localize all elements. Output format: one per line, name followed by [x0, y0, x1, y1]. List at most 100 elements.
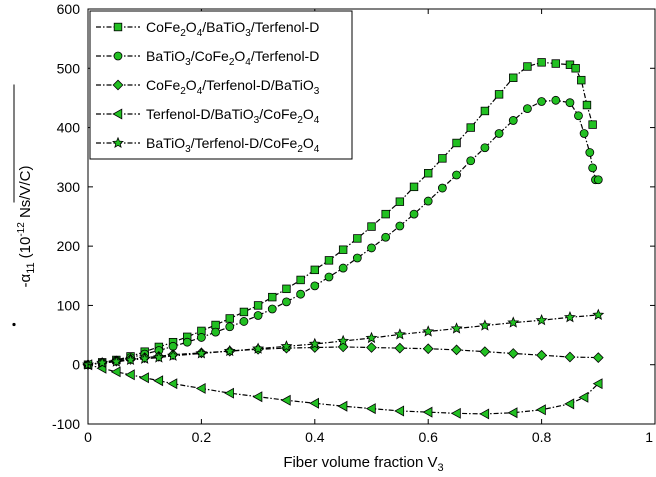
data-point [393, 328, 406, 340]
data-point [494, 129, 504, 138]
x-axis-label-text: Fiber volume fraction V [283, 454, 437, 471]
data-point [593, 175, 603, 185]
data-point [452, 170, 461, 180]
data-point [577, 75, 586, 85]
data-point [225, 322, 235, 332]
series-4 [82, 359, 603, 420]
data-point [124, 353, 137, 366]
data-point [535, 404, 546, 416]
y-tick-label: -100 [52, 416, 80, 432]
y-tick-label: 600 [57, 1, 81, 17]
data-point [395, 221, 405, 231]
legend-label-part: O [186, 19, 197, 35]
data-point [139, 372, 149, 384]
legend-label-part: 4 [314, 115, 320, 126]
data-point [592, 352, 604, 363]
data-point [296, 275, 305, 285]
data-point [452, 138, 461, 148]
data-point [564, 351, 576, 363]
y-tick-label: 300 [57, 179, 81, 195]
data-point [438, 154, 447, 163]
data-point [588, 163, 598, 173]
series-line [87, 99, 599, 366]
axes: 0 0.2 0.4 0.6 0.8 1-1000100200300400500600Fib… [12, 1, 656, 474]
data-point [338, 263, 348, 273]
data-point [450, 322, 463, 334]
series-line [87, 314, 599, 366]
legend-label-part: 4 [314, 144, 320, 155]
data-point [338, 245, 348, 254]
legend-label-part: O [186, 77, 197, 93]
y-axis-label-dot [12, 322, 16, 327]
data-point [409, 182, 419, 192]
y-axis-label-unit: (10 [17, 237, 34, 259]
legend-label: Terfenol-D/BaTiO3/CoFe2O4 [146, 106, 320, 126]
data-point [437, 183, 447, 193]
legend-entry-2: BaTiO3/CoFe2O4/Terfenol-D [96, 48, 319, 68]
y-tick-label: 100 [57, 297, 81, 313]
data-point [225, 314, 234, 323]
data-point [310, 281, 320, 291]
series-5 [82, 308, 605, 370]
legend-label-part: BaTiO [146, 48, 185, 64]
series-line [87, 346, 599, 366]
data-point [182, 337, 192, 347]
series-2 [83, 95, 603, 370]
data-point [308, 337, 321, 350]
axes-box [87, 8, 656, 425]
legend-marker [112, 136, 124, 149]
data-point [422, 325, 435, 337]
data-point [152, 351, 165, 363]
data-point [523, 104, 532, 113]
data-point [282, 297, 291, 307]
legend-marker [112, 108, 123, 120]
y-axis-label-unit-end: Ns/V/C) [17, 166, 34, 223]
y-axis-label-exponent: -12 [16, 222, 27, 237]
legend-label: BaTiO3/CoFe2O4/Terfenol-D [146, 48, 319, 68]
legend-label-part: O [303, 135, 314, 151]
data-point [252, 391, 263, 403]
data-point [409, 209, 419, 219]
series-1 [83, 58, 597, 369]
x-axis-label-subscript: 3 [438, 462, 444, 474]
data-point [592, 378, 603, 390]
x-tick-label: 0.4 [305, 429, 325, 445]
data-point [423, 196, 433, 206]
y-axis-label-text: -α11 (10-12 Ns/V/C) [16, 166, 37, 288]
legend-marker [113, 22, 123, 32]
x-tick-label: 0.2 [192, 429, 212, 445]
data-point [582, 100, 592, 110]
data-point [537, 58, 546, 67]
data-point [381, 209, 390, 219]
x-tick-label: 0 [84, 429, 92, 445]
legend-label-part: /BaTiO [202, 19, 245, 35]
legend-label-part: O [303, 106, 314, 122]
data-point [211, 327, 220, 337]
data-point [451, 344, 462, 356]
data-point [124, 369, 135, 381]
data-point [367, 243, 376, 253]
data-point [365, 331, 378, 344]
y-axis-label-alpha: α [17, 273, 34, 282]
data-point [253, 301, 263, 310]
y-axis-label-minus: - [17, 282, 34, 287]
data-point [480, 106, 490, 116]
data-point [579, 129, 589, 138]
data-point [466, 123, 475, 132]
data-point [268, 292, 277, 302]
data-point [523, 62, 532, 71]
data-point [478, 319, 491, 331]
x-tick-label: 1 [645, 429, 653, 445]
legend-label-part: 3 [245, 28, 251, 39]
plot-area [82, 58, 605, 420]
data-point [466, 156, 476, 166]
data-point [507, 407, 518, 419]
data-point [153, 375, 164, 387]
data-point [239, 317, 249, 326]
data-point [367, 222, 376, 231]
legend-label-part: /Terfenol-D [251, 48, 319, 64]
y-axis-label: -α11 (10-12 Ns/V/C) [12, 84, 37, 327]
legend-entry-5: BaTiO3/Terfenol-D/CoFe2O4 [96, 135, 320, 155]
data-point [167, 349, 179, 361]
